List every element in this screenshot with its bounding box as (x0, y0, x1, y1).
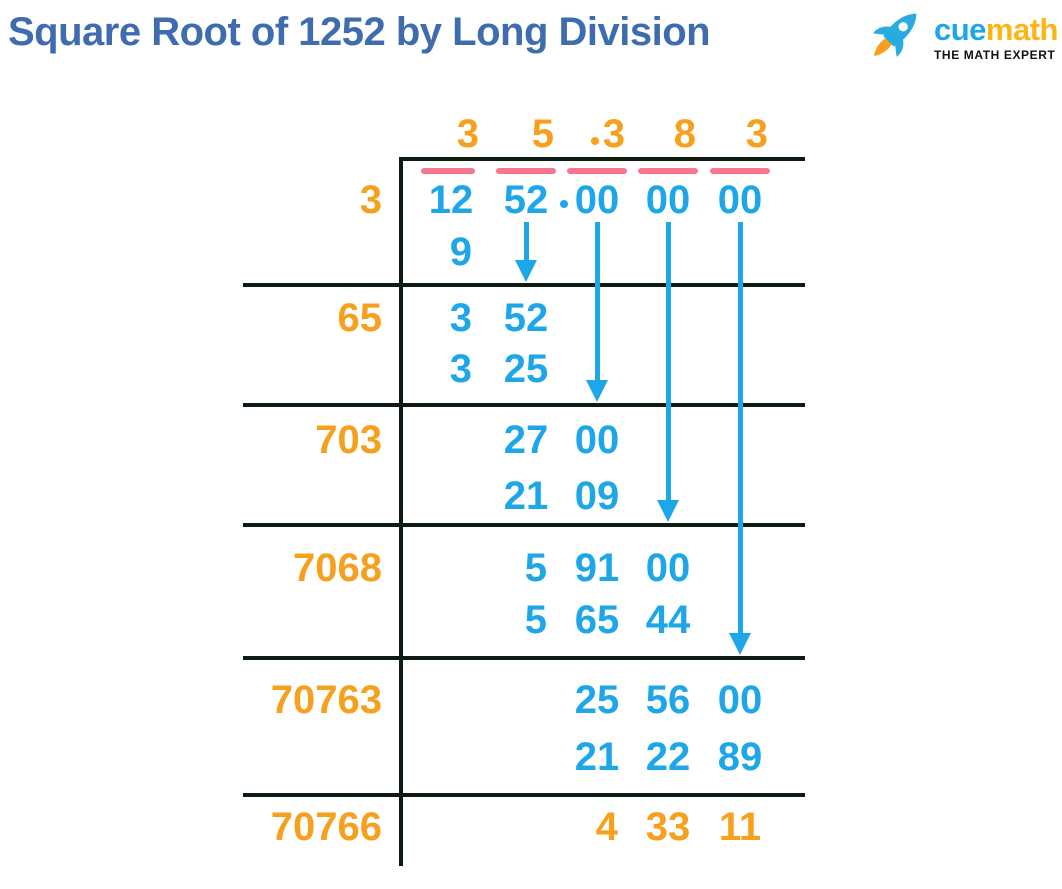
work-cell: 21 (574, 735, 620, 779)
division-vertical-line (399, 157, 403, 866)
work-cell: 44 (645, 598, 691, 642)
divisor: 70766 (270, 805, 382, 849)
work-cell: 91 (574, 546, 620, 590)
dividend-pair: 00 (717, 178, 763, 222)
divisor: 7068 (293, 546, 382, 590)
work-cell: 56 (645, 678, 691, 722)
arrow-stem (594, 222, 600, 390)
dividend-decimal-point (560, 200, 568, 208)
remainder-cell: 11 (718, 805, 762, 849)
remainder-cell: 4 (595, 805, 618, 849)
cuemath-logo: cuemath THE MATH EXPERT (862, 6, 1059, 68)
work-cell: 09 (574, 474, 620, 518)
pair-overline (496, 168, 556, 174)
work-cell: 00 (574, 418, 620, 462)
logo-cue: cue (934, 12, 986, 47)
logo-tagline: THE MATH EXPERT (934, 48, 1056, 62)
divisor: 70763 (270, 678, 382, 722)
work-cell: 3 (449, 296, 472, 340)
quotient-digit: 3 (456, 112, 479, 156)
arrow-head (657, 500, 679, 522)
dividend-pair: 00 (574, 178, 620, 222)
arrow-stem (737, 222, 743, 643)
arrow-stem (523, 222, 529, 270)
work-cell: 25 (503, 347, 549, 391)
pair-overline (567, 168, 627, 174)
quotient-digit: 8 (673, 112, 696, 156)
section-line-5 (243, 793, 805, 797)
arrow-head (729, 633, 751, 655)
quotient-digit: 3 (602, 112, 625, 156)
work-cell: 21 (503, 474, 549, 518)
work-cell: 3 (449, 347, 472, 391)
dividend-pair: 00 (645, 178, 691, 222)
quotient-digit: 5 (531, 112, 554, 156)
work-cell: 65 (574, 598, 620, 642)
work-cell: 25 (574, 678, 620, 722)
arrow-head (515, 260, 537, 282)
work-cell: 5 (524, 546, 547, 590)
page-title: Square Root of 1252 by Long Division (8, 10, 711, 54)
work-cell: 52 (503, 296, 549, 340)
section-line-3 (243, 523, 805, 527)
work-cell: 00 (645, 546, 691, 590)
rocket-icon (873, 13, 917, 57)
bring-down-arrow (657, 222, 679, 522)
divisor: 65 (337, 296, 383, 340)
logo-math: math (985, 12, 1059, 47)
pair-overline (710, 168, 770, 174)
bring-down-arrow (515, 222, 537, 282)
dividend-pair: 52 (503, 178, 549, 222)
divisor: 703 (315, 418, 382, 462)
work-cell: 27 (503, 418, 549, 462)
arrow-stem (665, 222, 671, 510)
dividend-pair: 12 (428, 178, 474, 222)
section-line-2 (243, 403, 805, 407)
pair-overline (421, 168, 475, 174)
work-cell: 5 (524, 598, 547, 642)
remainder-cell: 33 (645, 805, 691, 849)
quotient-digit: 3 (745, 112, 768, 156)
work-cell: 9 (449, 230, 472, 274)
arrow-head (586, 380, 608, 402)
division-bracket-line (399, 157, 805, 161)
bring-down-arrow (586, 222, 608, 402)
logo-wordmark: cuemath (934, 12, 1059, 47)
pair-overline (638, 168, 698, 174)
section-line-1 (243, 283, 805, 287)
work-cell: 22 (645, 735, 691, 779)
logo-text: cuemath THE MATH EXPERT (934, 12, 1059, 63)
work-cell: 89 (717, 735, 763, 779)
work-cell: 00 (717, 678, 763, 722)
section-line-4 (243, 656, 805, 660)
bring-down-arrow (729, 222, 751, 655)
quotient-decimal-point (591, 137, 599, 145)
divisor: 3 (359, 178, 382, 222)
